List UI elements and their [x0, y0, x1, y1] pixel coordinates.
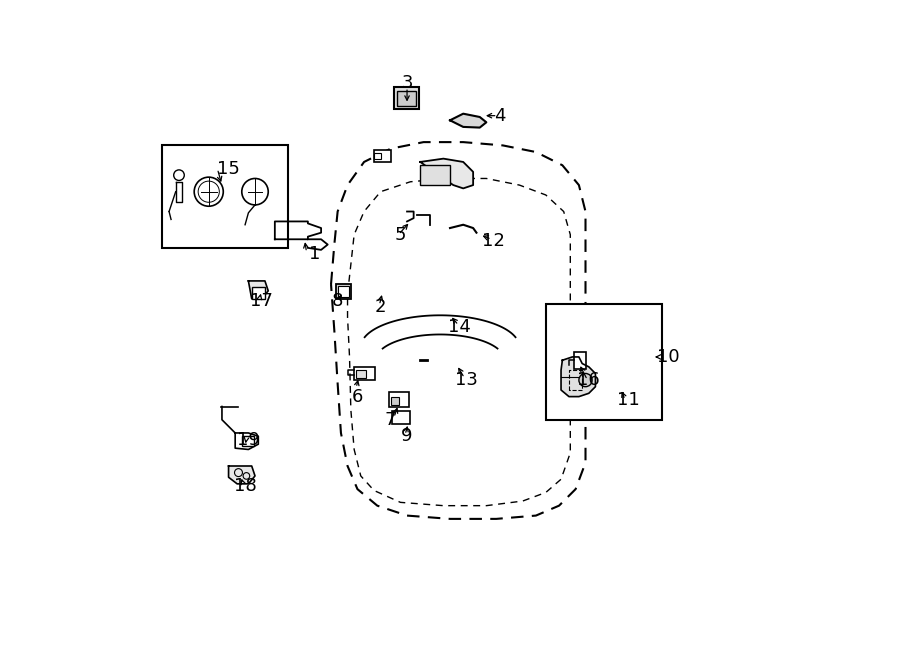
Text: 16: 16 — [578, 371, 600, 389]
Polygon shape — [450, 114, 486, 128]
Bar — [338, 286, 349, 297]
Bar — [389, 392, 409, 407]
Text: 12: 12 — [482, 232, 504, 251]
Text: 3: 3 — [401, 73, 413, 92]
Text: 10: 10 — [657, 348, 680, 366]
Text: 8: 8 — [332, 292, 343, 310]
Bar — [420, 165, 450, 185]
Text: 17: 17 — [250, 292, 273, 310]
Bar — [356, 370, 366, 378]
Text: 9: 9 — [401, 427, 413, 446]
Bar — [545, 304, 662, 420]
Text: 14: 14 — [448, 318, 472, 336]
Text: 18: 18 — [234, 477, 256, 495]
Bar — [163, 145, 288, 248]
Text: 7: 7 — [385, 410, 396, 429]
Polygon shape — [229, 466, 255, 484]
Bar — [355, 367, 375, 380]
Polygon shape — [420, 159, 473, 188]
Bar — [242, 436, 254, 446]
Text: 4: 4 — [494, 106, 505, 125]
Bar — [397, 91, 416, 106]
Text: 19: 19 — [237, 430, 260, 449]
Bar — [392, 397, 399, 405]
Bar — [574, 352, 586, 369]
Bar — [337, 284, 351, 299]
Text: 5: 5 — [395, 225, 406, 244]
Bar — [374, 153, 381, 159]
Text: 13: 13 — [455, 371, 478, 389]
Text: 15: 15 — [217, 159, 240, 178]
Bar — [374, 150, 391, 162]
Bar — [252, 287, 265, 299]
Text: 6: 6 — [352, 387, 363, 406]
Circle shape — [579, 373, 592, 387]
Text: 1: 1 — [309, 245, 320, 264]
Polygon shape — [561, 357, 596, 397]
Bar — [392, 411, 410, 424]
Text: 11: 11 — [617, 391, 640, 409]
Text: 2: 2 — [374, 298, 386, 317]
Bar — [394, 87, 418, 109]
Polygon shape — [248, 281, 268, 299]
